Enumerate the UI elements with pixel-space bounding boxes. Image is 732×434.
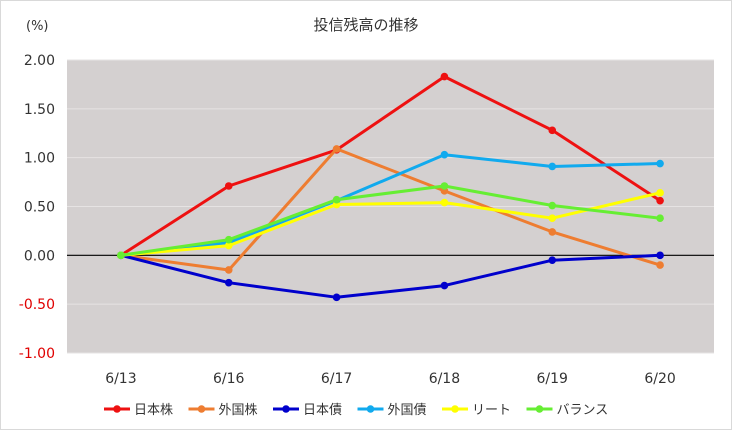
x-tick-label: 6/20 <box>644 371 675 387</box>
data-point <box>548 228 557 236</box>
y-tick-label: -1.00 <box>19 346 55 362</box>
x-tick-label: 6/16 <box>213 371 245 387</box>
series-line <box>120 153 661 257</box>
legend-label: 外国株 <box>219 403 258 418</box>
y-tick-label: 1.00 <box>24 151 55 167</box>
legend-item: リート <box>442 403 511 418</box>
legend-item: 日本債 <box>273 403 342 418</box>
data-point <box>548 201 557 210</box>
y-tick-label: 2.00 <box>24 53 55 69</box>
series-line <box>120 75 661 257</box>
data-point <box>332 195 341 204</box>
y-tick-label: 0.50 <box>24 200 55 216</box>
legend-label: 外国債 <box>388 403 427 418</box>
data-point <box>548 126 557 135</box>
legend-label: リート <box>472 403 511 418</box>
data-point <box>656 261 664 269</box>
legend-label: 日本株 <box>134 403 173 418</box>
legend-swatch-marker <box>282 405 290 413</box>
x-tick-label: 6/17 <box>321 371 352 387</box>
series-line <box>120 253 661 299</box>
data-point <box>656 196 664 205</box>
data-point <box>656 189 664 197</box>
data-point <box>548 214 557 223</box>
x-tick-label: 6/19 <box>537 371 568 387</box>
chart-title: 投信残高の推移 <box>313 16 418 34</box>
y-unit-label: (%) <box>26 19 49 34</box>
data-point <box>332 293 341 302</box>
data-point <box>548 256 557 265</box>
legend-swatch-marker <box>113 405 121 413</box>
x-tick-label: 6/18 <box>429 371 460 387</box>
y-tick-label: 1.50 <box>24 102 55 118</box>
legend-swatch-marker <box>451 405 459 413</box>
series-リート <box>117 189 664 260</box>
y-tick-label: 0.00 <box>24 248 55 264</box>
y-tick-label: -0.50 <box>19 297 55 313</box>
data-point <box>440 281 449 290</box>
x-axis-ticks: 6/13 6/16 6/17 6/18 6/19 6/20 <box>105 371 676 387</box>
data-point <box>224 278 233 287</box>
legend-label: バランス <box>557 403 609 418</box>
legend-swatch-marker <box>535 405 544 413</box>
series-layer <box>117 72 664 302</box>
legend-swatch-marker <box>366 405 375 413</box>
data-point <box>224 241 233 250</box>
data-point <box>440 198 449 207</box>
legend-swatch-marker <box>197 405 206 413</box>
series-line <box>120 191 661 257</box>
data-point <box>440 72 449 81</box>
series-バランス <box>117 182 664 260</box>
series-line <box>120 184 661 257</box>
x-tick-label: 6/13 <box>105 371 136 387</box>
legend-item: バランス <box>526 403 609 418</box>
data-point <box>117 251 125 260</box>
data-point <box>332 145 341 153</box>
y-axis-ticks: 2.00 1.50 1.00 0.50 0.00 -0.50 -1.00 <box>19 53 55 362</box>
data-point <box>656 214 664 223</box>
data-point <box>224 266 233 274</box>
legend-item: 外国株 <box>188 403 258 418</box>
data-point <box>656 251 664 260</box>
data-point <box>224 235 233 244</box>
data-point <box>656 159 664 168</box>
legend-label: 日本債 <box>303 403 342 418</box>
data-point <box>440 150 449 159</box>
series-line <box>120 147 661 272</box>
legend-item: 日本株 <box>104 403 173 418</box>
legend-item: 外国債 <box>357 403 427 418</box>
data-point <box>440 182 449 190</box>
data-point <box>548 162 557 171</box>
data-point <box>224 182 233 190</box>
legend: 日本株 外国株 日本債 外国債 リート バランス <box>104 403 608 418</box>
